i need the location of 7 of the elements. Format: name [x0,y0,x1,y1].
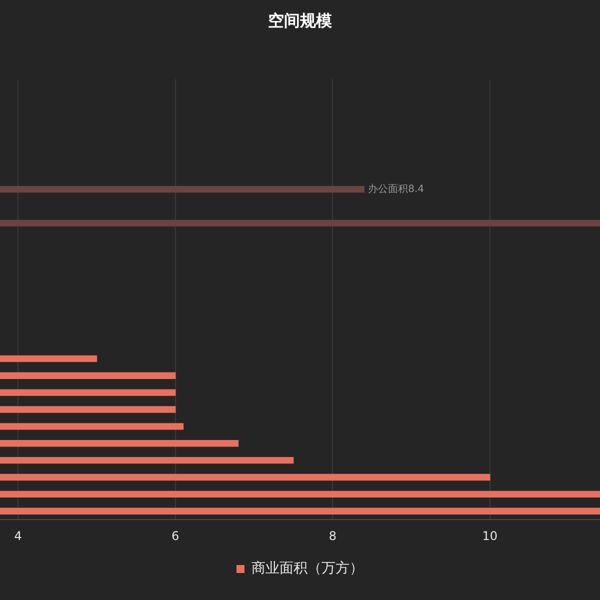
x-tick-label: 6 [172,528,180,543]
data-label: 办公面积8.4 [368,182,424,195]
x-tick-label: 4 [14,528,22,543]
chart-title: 空间规模 [268,10,332,30]
x-tick-label: 10 [482,528,498,543]
legend-label: 商业面积（万方） [252,560,364,577]
x-tick-label: 8 [328,528,336,543]
